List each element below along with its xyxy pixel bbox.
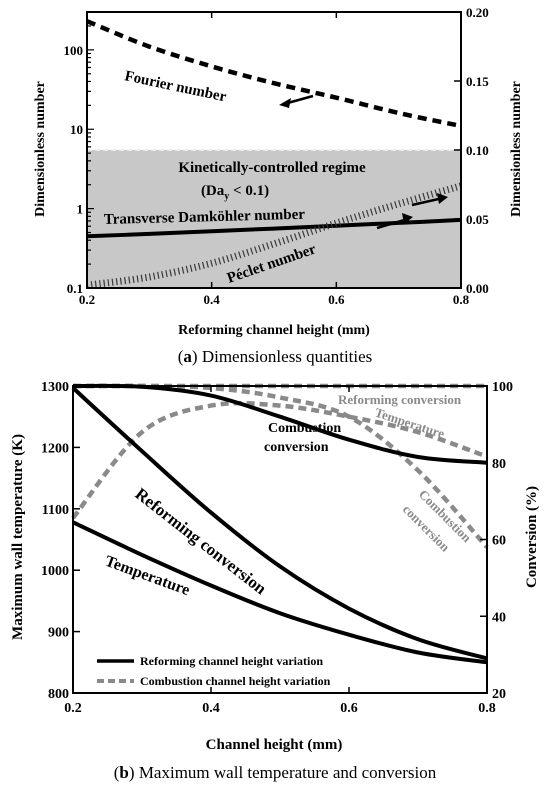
panel-b-left-tick-label: 800 [48,687,69,702]
combustion-conversion-reforming-label-line1: Combustion [268,421,341,436]
panel-b-x-tick-label: 0.2 [64,701,82,716]
series-reforming-temperature [72,520,488,665]
panel-a-caption-letter: a [183,347,192,366]
panel-b-x-tick-label: 0.8 [478,701,496,716]
panel-b-right-tick-label: 40 [492,610,506,625]
panel-a-x-axis-label: Reforming channel height (mm) [178,323,370,338]
panel-b-right-tick-label: 20 [492,687,506,702]
panel-b-left-axis-label: Maximum wall temperature (K) [10,434,26,640]
legend-reforming-label: Reforming channel height variation [140,654,323,668]
panel-a: 0.2 0.4 0.6 0.8 0.1 1 10 100 0.00 0.05 0.10 0.15 0.2… [33,5,524,366]
panel-a-right-axis-label: Dimensionless number [509,81,524,217]
panel-a-ticks: 0.2 0.4 0.6 0.8 0.1 1 10 100 0.00 0.05 0.10 0.15 0.2… [64,5,490,307]
panel-b: 0.2 0.4 0.6 0.8 800 900 1000 1100 1200 1300 20 40 60… [10,380,540,782]
panel-a-left-tick-label: 0.1 [67,281,83,296]
panel-a-caption: (a) Dimensionless quantities [178,347,373,366]
panel-b-left-tick-label: 900 [48,626,69,641]
panel-b-caption-letter: b [119,763,128,782]
fourier-number-label: Fourier number [123,68,228,105]
kinetic-regime-label: Kinetically-controlled regime [178,160,366,176]
panel-b-left-tick-label: 1200 [41,441,69,456]
damkohler-number-label: Transverse Damköhler number [104,207,306,228]
panel-a-caption-text: Dimensionless quantities [202,347,372,366]
panel-a-x-tick-label: 0.4 [204,292,221,307]
panel-a-right-tick-label: 0.05 [466,212,489,227]
panel-a-left-tick-label: 1 [77,202,84,217]
series-reforming-reforming-conversion [71,386,488,661]
panel-b-x-axis-label: Channel height (mm) [206,737,343,753]
panel-a-x-tick-label: 0.2 [79,292,95,307]
reforming-conversion-combustion-label: Reforming conversion [338,392,462,407]
panel-b-right-tick-label: 60 [492,534,506,549]
peclet-arrow-head [437,193,448,204]
panel-b-right-tick-label: 100 [492,380,513,395]
legend: Reforming channel height variation Combu… [97,654,331,688]
panel-b-caption: (b) Maximum wall temperature and convers… [114,763,437,782]
legend-combustion-label: Combustion channel height variation [140,674,331,688]
condition-prefix: (Da [201,183,225,199]
panel-a-x-tick-label: 0.6 [328,292,345,307]
panel-a-left-tick-label: 100 [64,43,84,58]
combustion-conversion-reforming-label-line2: conversion [264,440,329,455]
panel-a-right-tick-label: 0.10 [466,143,489,158]
panel-b-ticks: 0.2 0.4 0.6 0.8 800 900 1000 1100 1200 1300 20 40 60… [41,380,513,716]
panel-a-left-tick-label: 10 [70,122,83,137]
panel-a-right-tick-label: 0.20 [466,5,489,20]
panel-b-x-tick-label: 0.4 [202,701,220,716]
panel-a-right-tick-label: 0.00 [466,281,489,296]
panel-b-left-tick-label: 1000 [41,564,69,579]
panel-b-left-tick-label: 1300 [41,380,69,395]
panel-b-caption-text: Maximum wall temperature and conversion [139,763,437,782]
condition-subscript: y [224,191,229,202]
panel-b-right-axis-label: Conversion (%) [524,486,540,588]
panel-b-right-tick-label: 80 [492,457,506,472]
temperature-combustion-label: Temperature [373,405,447,442]
series-fourier-number [86,19,462,129]
damkohler-arrow [376,217,409,230]
panel-a-x-tick-label: 0.8 [453,292,470,307]
peclet-arrow [411,196,444,207]
temperature-reforming-label: Temperature [103,553,192,599]
fourier-arrow-head [279,98,291,108]
panel-b-left-tick-label: 1100 [42,503,69,518]
series-combustion-temperature [71,400,488,520]
damkohler-arrow-head [402,213,413,224]
condition-suffix: < 0.1) [229,183,269,199]
kinetic-regime-region [87,149,461,288]
panel-a-left-axis-label: Dimensionless number [33,81,48,217]
panel-a-right-tick-label: 0.15 [466,74,489,89]
kinetic-regime-condition: (Day < 0.1) [201,183,269,202]
panel-b-x-tick-label: 0.6 [340,701,358,716]
